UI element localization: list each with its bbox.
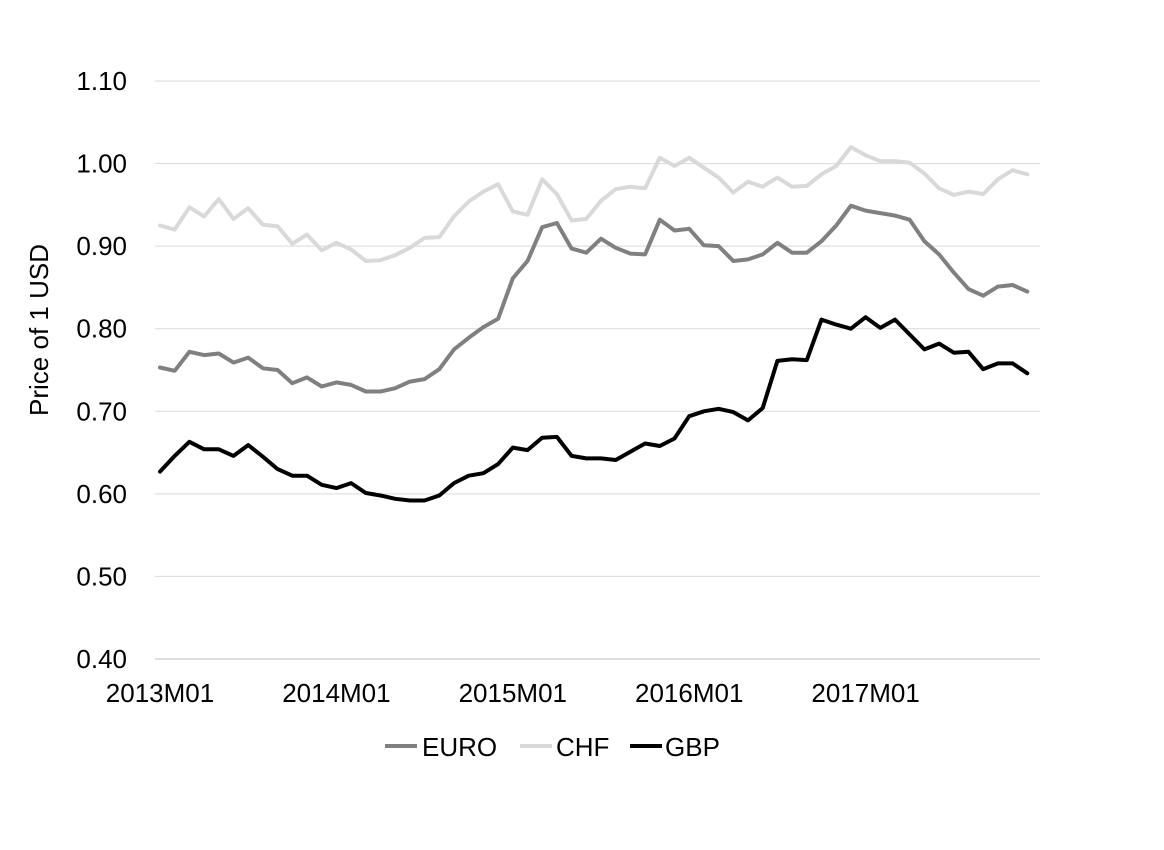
x-tick-label: 2017M01 [811, 678, 919, 708]
legend-item-euro: EURO [385, 732, 497, 762]
legend-label: GBP [665, 732, 720, 762]
y-tick-label: 0.50 [76, 561, 127, 591]
y-axis-title: Price of 1 USD [24, 244, 54, 416]
series-line-chf [158, 145, 1030, 263]
x-axis-ticks: 2013M01 2014M01 2015M01 2016M01 2017M01 [106, 678, 920, 708]
y-tick-label: 1.10 [76, 66, 127, 96]
x-tick-label: 2016M01 [635, 678, 743, 708]
y-tick-label: 0.90 [76, 231, 127, 261]
legend-item-chf: CHF [520, 732, 609, 762]
y-axis-ticks: 0.40 0.50 0.60 0.70 0.80 0.90 1.00 1.10 [76, 66, 127, 674]
y-tick-label: 1.00 [76, 149, 127, 179]
gridlines [155, 80, 1040, 660]
x-tick-label: 2013M01 [106, 678, 214, 708]
legend-item-gbp: GBP [630, 732, 720, 762]
series-line-euro [158, 203, 1030, 394]
x-tick-label: 2014M01 [282, 678, 390, 708]
y-tick-label: 0.70 [76, 396, 127, 426]
legend-label: EURO [422, 732, 497, 762]
y-tick-label: 0.80 [76, 314, 127, 344]
y-tick-label: 0.60 [76, 479, 127, 509]
legend: EURO CHF GBP [385, 732, 720, 762]
series-lines [158, 145, 1030, 503]
legend-label: CHF [556, 732, 609, 762]
series-line-gbp [158, 315, 1030, 503]
x-tick-label: 2015M01 [459, 678, 567, 708]
y-tick-label: 0.40 [76, 644, 127, 674]
